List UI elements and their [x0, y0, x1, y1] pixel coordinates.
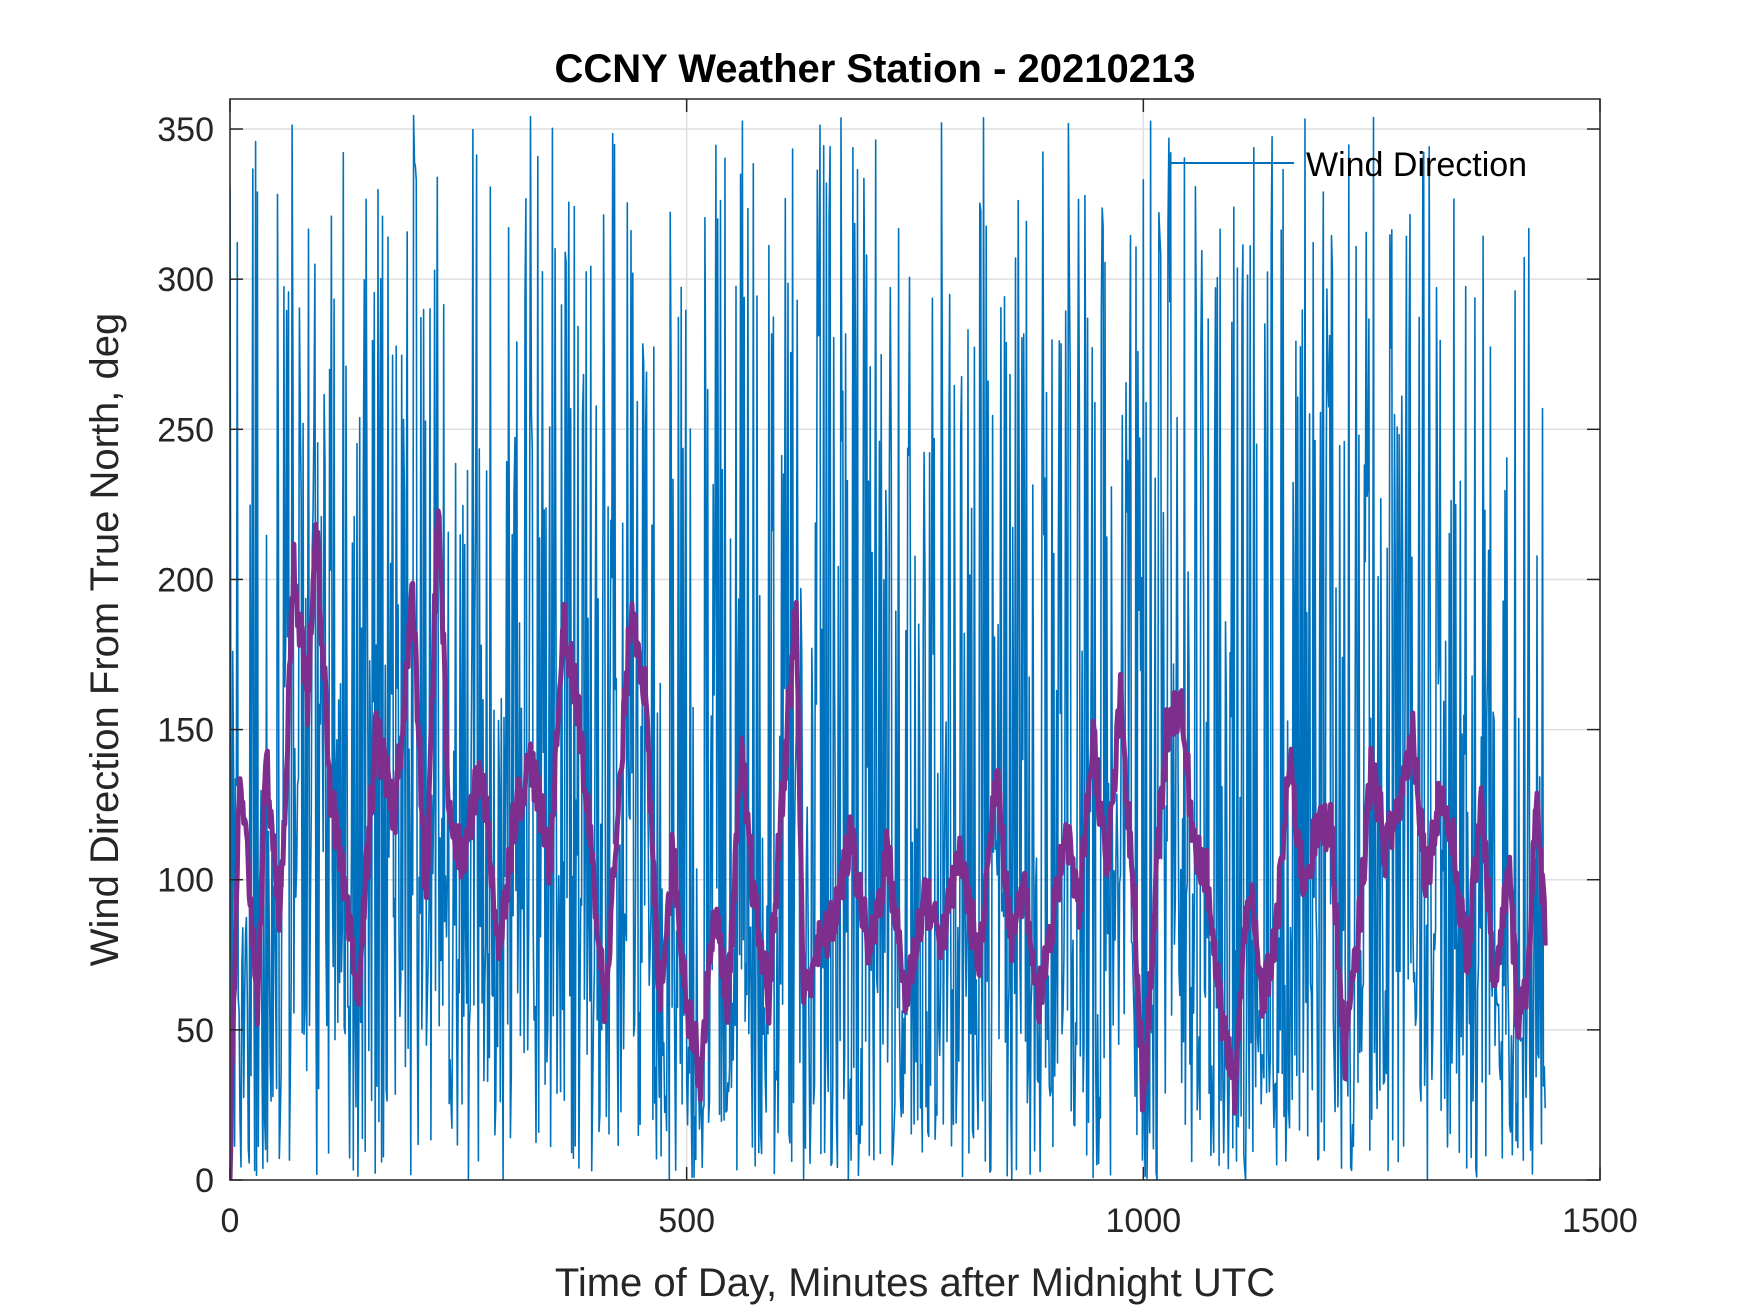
series-line-wind-direction — [230, 114, 1546, 1180]
y-tick-label: 250 — [157, 411, 214, 449]
x-tick-label: 1000 — [1106, 1202, 1182, 1240]
tick-labels: 0 50 100 150 200 250 300 350 0 500 1000 1500 — [157, 111, 1638, 1240]
y-tick-label: 200 — [157, 561, 214, 599]
y-tick-label: 350 — [157, 111, 214, 149]
series-line-smoothed — [230, 508, 1548, 1180]
plot-area — [230, 114, 1548, 1180]
legend: Wind Direction — [1170, 146, 1527, 184]
y-tick-label: 0 — [195, 1162, 214, 1200]
x-tick-label: 0 — [221, 1202, 240, 1240]
x-tick-label: 1500 — [1562, 1202, 1638, 1240]
y-axis-label: Wind Direction From True North, deg — [83, 313, 127, 967]
x-axis-label: Time of Day, Minutes after Midnight UTC — [555, 1261, 1275, 1305]
y-tick-label: 100 — [157, 862, 214, 900]
y-tick-label: 300 — [157, 261, 214, 299]
chart-title: CCNY Weather Station - 20210213 — [555, 47, 1196, 91]
y-tick-label: 50 — [176, 1012, 214, 1050]
legend-label-wind-direction: Wind Direction — [1306, 146, 1527, 184]
x-tick-label: 500 — [658, 1202, 715, 1240]
y-tick-label: 150 — [157, 712, 214, 750]
plot-frame — [229, 98, 1601, 1181]
axis-ticks — [229, 99, 1601, 1181]
